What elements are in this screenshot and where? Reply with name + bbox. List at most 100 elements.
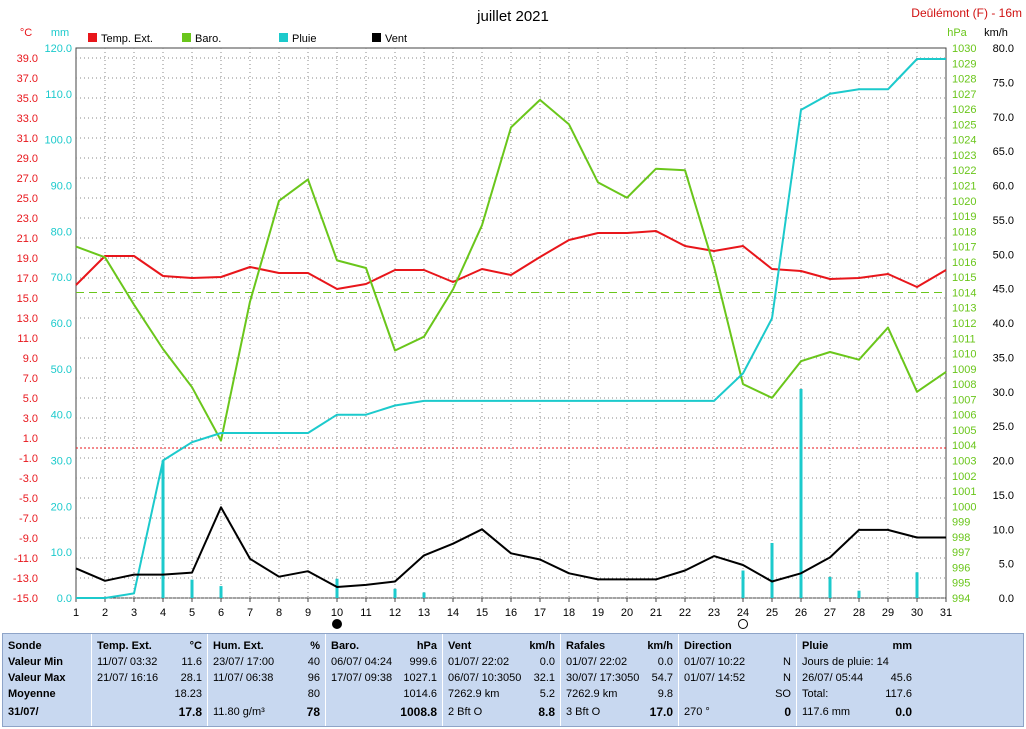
wind-tick-label: 55.0 [993,215,1014,227]
x-tick-label: 19 [592,607,604,619]
temp-avg: 18.23 [174,688,202,700]
baro-tick-label: 1014 [952,287,976,299]
legend-label-wind: Vent [385,33,407,45]
summary-wind: Vent km/h 01/07/ 22:02 0.0 06/07/ 10:3050 3… [443,634,561,726]
chart-title: juillet 2021 [476,8,549,25]
rain-max-time: 26/07/ 05:44 [802,672,864,684]
x-tick-label: 18 [563,607,575,619]
x-tick-label: 23 [708,607,720,619]
temp-tick-label: -5.0 [19,493,38,505]
gust-unit: km/h [647,640,673,652]
baro-tick-label: 1015 [952,272,976,284]
rain-axis-unit: mm [51,27,69,39]
baro-unit: hPa [416,640,437,652]
baro-tick-label: 1000 [952,501,976,513]
x-tick-label: 30 [911,607,923,619]
rain-bar [741,570,745,598]
temp-axis-unit: °C [20,27,32,39]
hum-max-time: 11/07/ 06:38 [213,672,274,684]
rain-days: Jours de pluie: 14 [802,656,889,668]
x-tick-label: 11 [360,607,371,619]
x-tick-label: 13 [418,607,430,619]
baro-tick-label: 997 [952,547,970,559]
legend-label-rain: Pluie [292,33,316,45]
baro-tick-label: 1011 [952,333,976,345]
wind-avg-extra: 7262.9 km [448,688,500,700]
baro-now: 1008.8 [400,705,437,719]
baro-tick-label: 1005 [952,425,976,437]
wind-tick-label: 60.0 [993,181,1014,193]
wind-tick-label: 30.0 [993,387,1014,399]
summary-baro: Baro. hPa 06/07/ 04:24 999.6 17/07/ 09:38 1… [326,634,443,726]
hum-title: Hum. Ext. [213,640,264,652]
temp-tick-label: 37.0 [17,73,38,85]
x-tick-label: 12 [389,607,401,619]
label-max: Valeur Max [8,672,66,684]
baro-tick-label: 1028 [952,74,976,86]
legend: Temp. Ext. Baro. Pluie Vent [88,33,407,45]
wind-tick-label: 65.0 [993,146,1014,158]
summary-temp: Temp. Ext. °C 11/07/ 03:32 11.6 21/07/ 16:… [92,634,208,726]
gust-avg: 9.8 [657,688,673,700]
baro-tick-label: 1020 [952,196,976,208]
dir-max: N [783,672,791,684]
temp-tick-label: 39.0 [17,53,38,65]
wind-max: 32.1 [533,672,555,684]
label-min: Valeur Min [8,656,64,668]
temp-tick-label: -7.0 [19,513,38,525]
baro-tick-label: 1004 [952,440,976,452]
gust-min-time: 01/07/ 22:02 [566,656,628,668]
label-date: 31/07/ [8,706,39,718]
right-axes: 994 995 996 997 998 999 1000 1001 1002 1003 1004 10… [952,43,1014,605]
baro-tick-label: 1019 [952,211,976,223]
rain-bar [857,590,861,598]
wind-unit: km/h [529,640,555,652]
baro-tick-label: 994 [952,593,970,605]
series-line-rain [76,58,946,599]
rain-now-extra: 117.6 mm [802,706,851,718]
hum-now: 78 [306,705,320,719]
rain-bar [799,389,803,598]
series-lines [75,58,947,599]
gust-now: 17.0 [649,705,673,719]
rain-tick-label: 80.0 [51,226,72,238]
wind-tick-label: 70.0 [993,112,1014,124]
x-tick-label: 8 [276,607,282,619]
rain-title: Pluie [802,640,829,652]
series-line-wind [75,506,946,588]
x-tick-label: 24 [737,607,749,619]
temp-tick-label: 35.0 [17,93,38,105]
baro-max-time: 17/07/ 09:38 [331,672,393,684]
wind-tick-label: 0.0 [999,593,1014,605]
baro-tick-label: 1030 [952,43,976,55]
weather-chart: juillet 2021 Deûlémont (F) - 16m °C mm h… [13,6,1022,629]
baro-title: Baro. [331,640,360,652]
label-avg: Moyenne [8,688,56,700]
daily-rain-bars [161,389,919,598]
temp-tick-label: 27.0 [17,173,38,185]
rain-bar [393,588,397,598]
rain-unit: mm [892,640,912,652]
x-tick-label: 2 [102,607,108,619]
rain-tick-label: 120.0 [44,43,72,55]
wind-min: 0.0 [539,656,555,668]
temp-tick-label: -15.0 [13,593,38,605]
baro-min: 999.6 [409,656,437,668]
legend-swatch-temp [88,33,97,42]
legend-swatch-wind [372,33,381,42]
legend-swatch-rain [279,33,288,42]
hum-min: 40 [307,656,320,668]
rain-bar [219,586,223,598]
temp-unit: °C [189,640,202,652]
x-tick-label: 27 [824,607,836,619]
rain-tick-label: 30.0 [51,456,72,468]
hum-max: 96 [307,672,320,684]
wind-max-time: 06/07/ 10:3050 [448,672,522,684]
temp-tick-label: 29.0 [17,153,38,165]
temp-max-time: 21/07/ 16:16 [97,672,159,684]
temp-tick-label: 15.0 [17,293,38,305]
left-axes: 39.0 37.0 35.0 33.0 31.0 29.0 27.0 25.0 23.0 21.0… [13,43,72,605]
rain-tick-label: 10.0 [51,547,72,559]
rain-bar [161,460,165,598]
dir-now: 0 [784,705,791,719]
